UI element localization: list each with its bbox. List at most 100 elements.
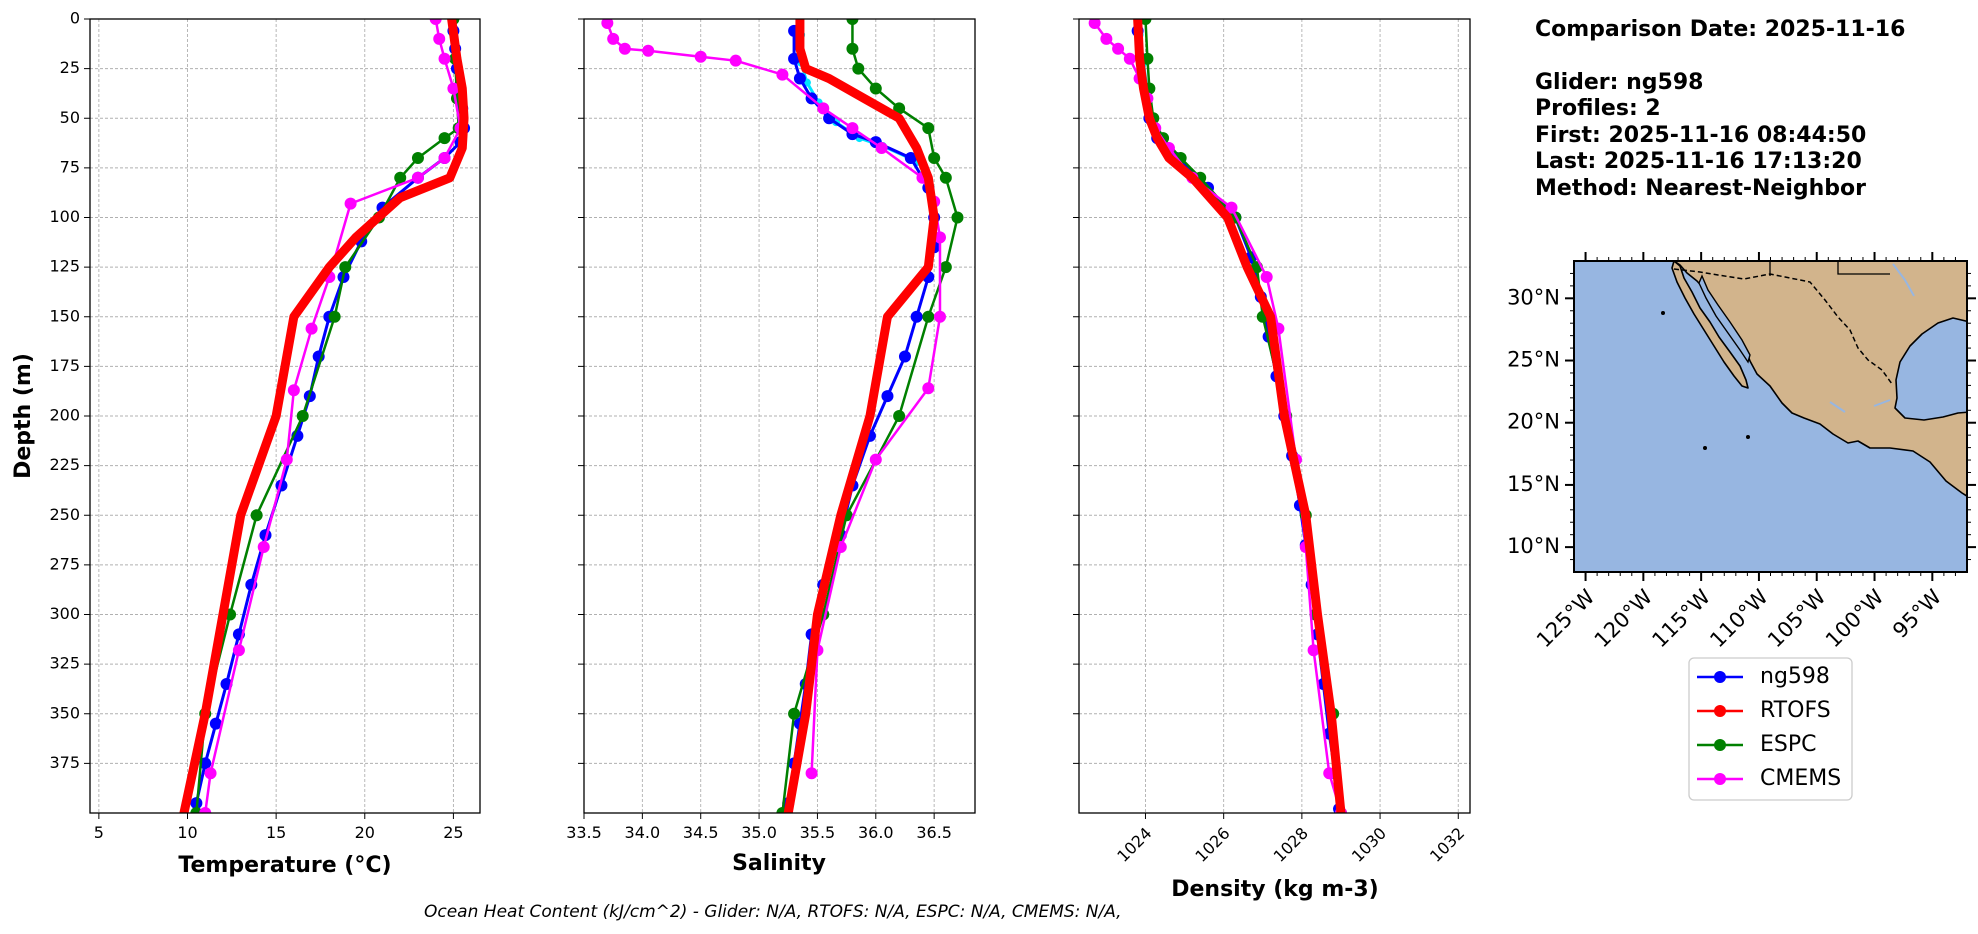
gulf-of-mexico [1894, 317, 1967, 421]
lat-tick-label: 25°N [1507, 348, 1560, 372]
cmems-point [933, 231, 946, 244]
info-block: Comparison Date: 2025-11-16 Glider: ng59… [1535, 17, 1905, 201]
x-tick-label: 35.5 [800, 823, 836, 842]
cmems-point [1123, 52, 1136, 65]
mexico-state-line [1769, 261, 1890, 276]
cmems-point [1260, 271, 1273, 284]
y-tick-label: 100 [49, 207, 80, 226]
temperature-ticks: 5 10 15 20 250255075100125150175200225250275… [49, 9, 463, 843]
x-tick-label: 33.5 [566, 823, 602, 842]
lat-tick-label: 10°N [1507, 534, 1560, 558]
espc-point [190, 807, 203, 813]
comparison-date: Comparison Date: 2025-11-16 [1535, 17, 1905, 42]
cmems-point [1225, 201, 1238, 214]
y-tick-label: 350 [49, 703, 80, 722]
cmems-point [411, 171, 424, 184]
lon-tick-label: 110°W [1705, 585, 1773, 653]
legend-box [1688, 657, 1853, 801]
y-tick-label: 125 [49, 257, 80, 276]
x-tick-label: 20 [355, 823, 375, 842]
lon-tick-label: 105°W [1763, 585, 1831, 653]
x-tick-label: 36.0 [858, 823, 894, 842]
espc-point [296, 410, 309, 422]
legend-item-espc: ESPC [1697, 732, 1817, 757]
location-map: 30°N 25°N 20°N 15°N 10°N 125°W120°W115°W110°W… [1507, 252, 1976, 652]
espc-point [869, 82, 882, 95]
salinity-grid [583, 18, 975, 813]
cmems-point [618, 42, 631, 55]
cmems-point [199, 807, 212, 813]
legend-label: CMEMS [1760, 766, 1841, 791]
ng598-point [881, 390, 894, 403]
ng598-point [793, 72, 806, 85]
x-tick-label: 25 [443, 823, 463, 842]
profile-count: Profiles: 2 [1535, 96, 1661, 121]
cmems-point [933, 310, 946, 323]
rtofs-line [783, 19, 939, 813]
espc-point [939, 261, 952, 274]
ng598-point [904, 151, 917, 164]
cmems-point [846, 122, 859, 135]
x-tick-label: 1030 [1348, 824, 1390, 866]
cmems-point [642, 44, 655, 57]
y-tick-label: 75 [60, 157, 80, 176]
cmems-point [447, 82, 460, 95]
ng598-point [209, 717, 222, 730]
cmems-point [607, 32, 620, 45]
cmems-point [776, 68, 789, 81]
x-tick-label: 10 [177, 823, 197, 842]
island [1746, 435, 1750, 439]
espc-point [922, 310, 935, 323]
y-tick-label: 325 [49, 654, 80, 673]
cmems-point [305, 322, 318, 335]
legend-marker [1714, 705, 1726, 717]
ng598-line [194, 29, 466, 805]
cmems-point [601, 19, 614, 29]
cmems-point [433, 32, 446, 45]
legend-label: ng598 [1760, 664, 1830, 689]
y-tick-label: 275 [49, 554, 80, 573]
y-tick-label: 50 [60, 108, 80, 127]
lat-tick-label: 20°N [1507, 410, 1560, 434]
cmems-point [729, 54, 742, 67]
lon-tick-label: 115°W [1647, 585, 1715, 653]
island [1661, 311, 1665, 315]
x-tick-label: 15 [266, 823, 286, 842]
cmems-point [875, 142, 888, 155]
cmems-point [257, 541, 270, 554]
density-grid [1079, 18, 1470, 813]
temperature-panel: 5 10 15 20 250255075100125150175200225250275… [11, 9, 481, 878]
map-land [1661, 261, 1967, 498]
rio-grande [1829, 263, 1915, 413]
density-ticks: 1024 1026 1028 1030 1032 [1073, 18, 1468, 866]
cmems-point [1307, 644, 1320, 657]
cmems-point [694, 50, 707, 63]
x-tick-label: 5 [94, 823, 104, 842]
espc-point [922, 122, 935, 135]
cmems-point [869, 453, 882, 466]
y-tick-label: 175 [49, 356, 80, 375]
espc-point [438, 132, 451, 145]
y-tick-label: 225 [49, 455, 80, 474]
legend-marker [1714, 739, 1726, 751]
ng598-point [898, 350, 911, 363]
density-series [1088, 19, 1347, 813]
espc-point [846, 19, 859, 25]
x-tick-label: 1024 [1113, 824, 1155, 866]
first-profile-time: First: 2025-11-16 08:44:50 [1535, 123, 1866, 148]
density-xlabel: Density (kg m-3) [1171, 877, 1379, 902]
x-tick-label: 1028 [1270, 824, 1312, 866]
cmems-point [1112, 42, 1125, 55]
cmems-point [429, 19, 442, 25]
espc-point [852, 62, 865, 75]
cmems-point [438, 151, 451, 164]
espc-point [939, 171, 952, 184]
cmems-point [280, 453, 293, 466]
x-tick-label: 34.5 [683, 823, 719, 842]
espc-point [1139, 19, 1152, 25]
cmems-point [438, 52, 451, 65]
salinity-panel: 33.5 34.0 34.5 35.0 35.5 36.0 36.5 Salinity [566, 18, 976, 876]
cmems-point [287, 384, 300, 397]
legend-item-rtofs: RTOFS [1697, 698, 1831, 723]
espc-point [951, 211, 964, 224]
